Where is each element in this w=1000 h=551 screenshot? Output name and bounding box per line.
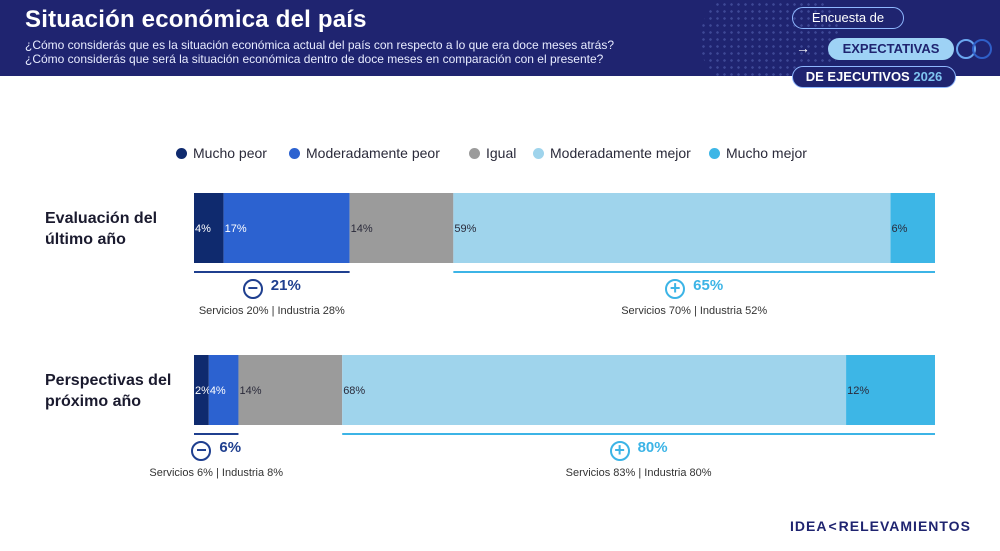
page-title: Situación económica del país	[25, 6, 367, 33]
bar-segment	[846, 355, 935, 425]
legend-label: Mucho mejor	[726, 145, 807, 161]
brand-logo: IDEA<RELEVAMIENTOS	[790, 518, 971, 534]
category-label-line: Perspectivas del	[45, 372, 172, 389]
data-label: 6%	[892, 223, 908, 235]
data-label: 12%	[847, 385, 869, 397]
positive-summary: +80% Servicios 83% | Industria 80%	[509, 439, 769, 479]
legend-item: Moderadamente peor	[289, 144, 440, 162]
plus-circle-icon: +	[665, 279, 686, 299]
summary-value: 6%	[219, 439, 242, 456]
ring-icon	[972, 39, 992, 59]
summary-total: −21%	[142, 277, 402, 299]
bar-segment	[208, 355, 239, 425]
negative-summary: −21% Servicios 20% | Industria 28%	[142, 277, 402, 317]
legend-swatch	[533, 148, 544, 159]
summary-detail: Servicios 6% | Industria 8%	[149, 467, 284, 479]
summary-value: 21%	[270, 277, 301, 294]
plus-circle-icon: +	[609, 441, 630, 461]
minus-circle-icon: −	[191, 441, 212, 461]
question-2: ¿Cómo considerás que será la situación e…	[25, 52, 604, 66]
category-label-line: último año	[45, 231, 126, 248]
legend-item: Mucho peor	[176, 144, 267, 162]
data-label: 59%	[454, 223, 476, 235]
legend-label: Moderadamente mejor	[550, 145, 691, 161]
legend-label: Moderadamente peor	[306, 145, 440, 161]
bar-segment	[890, 193, 935, 263]
legend-item: Moderadamente mejor	[533, 144, 691, 162]
summary-value: 65%	[693, 277, 724, 294]
legend-label: Mucho peor	[193, 145, 267, 161]
bar-segment	[349, 193, 454, 263]
dot-pattern-decoration	[700, 0, 840, 76]
data-label: 2%	[195, 385, 211, 397]
category-label-2: Perspectivas del próximo año	[45, 370, 171, 412]
bar-segment	[194, 355, 209, 425]
bar-segment	[238, 355, 343, 425]
minus-circle-icon: −	[242, 279, 263, 299]
brand-chevron-icon: <	[828, 518, 838, 534]
summary-total: +65%	[564, 277, 824, 299]
category-label-line: Evaluación del	[45, 210, 158, 227]
arrow-right-icon: →	[796, 40, 810, 56]
legend-swatch	[176, 148, 187, 159]
legend-swatch	[709, 148, 720, 159]
chart-legend: Mucho peor Moderadamente peor Igual Moderad…	[176, 144, 836, 164]
bar-segment	[194, 193, 224, 263]
badge-3-year: 2026	[913, 69, 943, 84]
category-label-1: Evaluación del último año	[45, 208, 157, 250]
negative-summary: −6% Servicios 6% | Industria 8%	[86, 439, 346, 479]
summary-detail: Servicios 83% | Industria 80%	[565, 467, 712, 479]
summary-detail: Servicios 20% | Industria 28%	[198, 305, 345, 317]
survey-badge-3: DE EJECUTIVOS 2026	[792, 66, 956, 88]
summary-detail: Servicios 70% | Industria 52%	[621, 305, 768, 317]
summary-value: 80%	[637, 439, 668, 456]
data-label: 68%	[343, 385, 365, 397]
legend-item: Mucho mejor	[709, 144, 807, 162]
category-label-line: próximo año	[45, 393, 142, 410]
brand-part-1: IDEA	[790, 518, 828, 534]
legend-label: Igual	[486, 145, 517, 161]
data-label: 14%	[239, 385, 261, 397]
positive-summary: +65% Servicios 70% | Industria 52%	[564, 277, 824, 317]
legend-swatch	[469, 148, 480, 159]
legend-item: Igual	[469, 144, 516, 162]
bar-segment	[453, 193, 891, 263]
bar-segment	[223, 193, 350, 263]
data-label: 17%	[225, 223, 247, 235]
summary-total: −6%	[86, 439, 346, 461]
data-label: 4%	[195, 223, 211, 235]
brand-part-2: RELEVAMIENTOS	[838, 518, 971, 534]
header-banner: Situación económica del país ¿Cómo consi…	[0, 0, 1000, 76]
question-1: ¿Cómo considerás que es la situación eco…	[25, 38, 614, 52]
legend-swatch	[289, 148, 300, 159]
bar-segment	[342, 355, 847, 425]
summary-total: +80%	[509, 439, 769, 461]
survey-badge-1: Encuesta de	[792, 7, 904, 29]
data-label: 14%	[351, 223, 373, 235]
survey-badge-2: EXPECTATIVAS	[828, 38, 954, 60]
data-label: 4%	[210, 385, 226, 397]
badge-3-text: DE EJECUTIVOS	[805, 69, 910, 84]
